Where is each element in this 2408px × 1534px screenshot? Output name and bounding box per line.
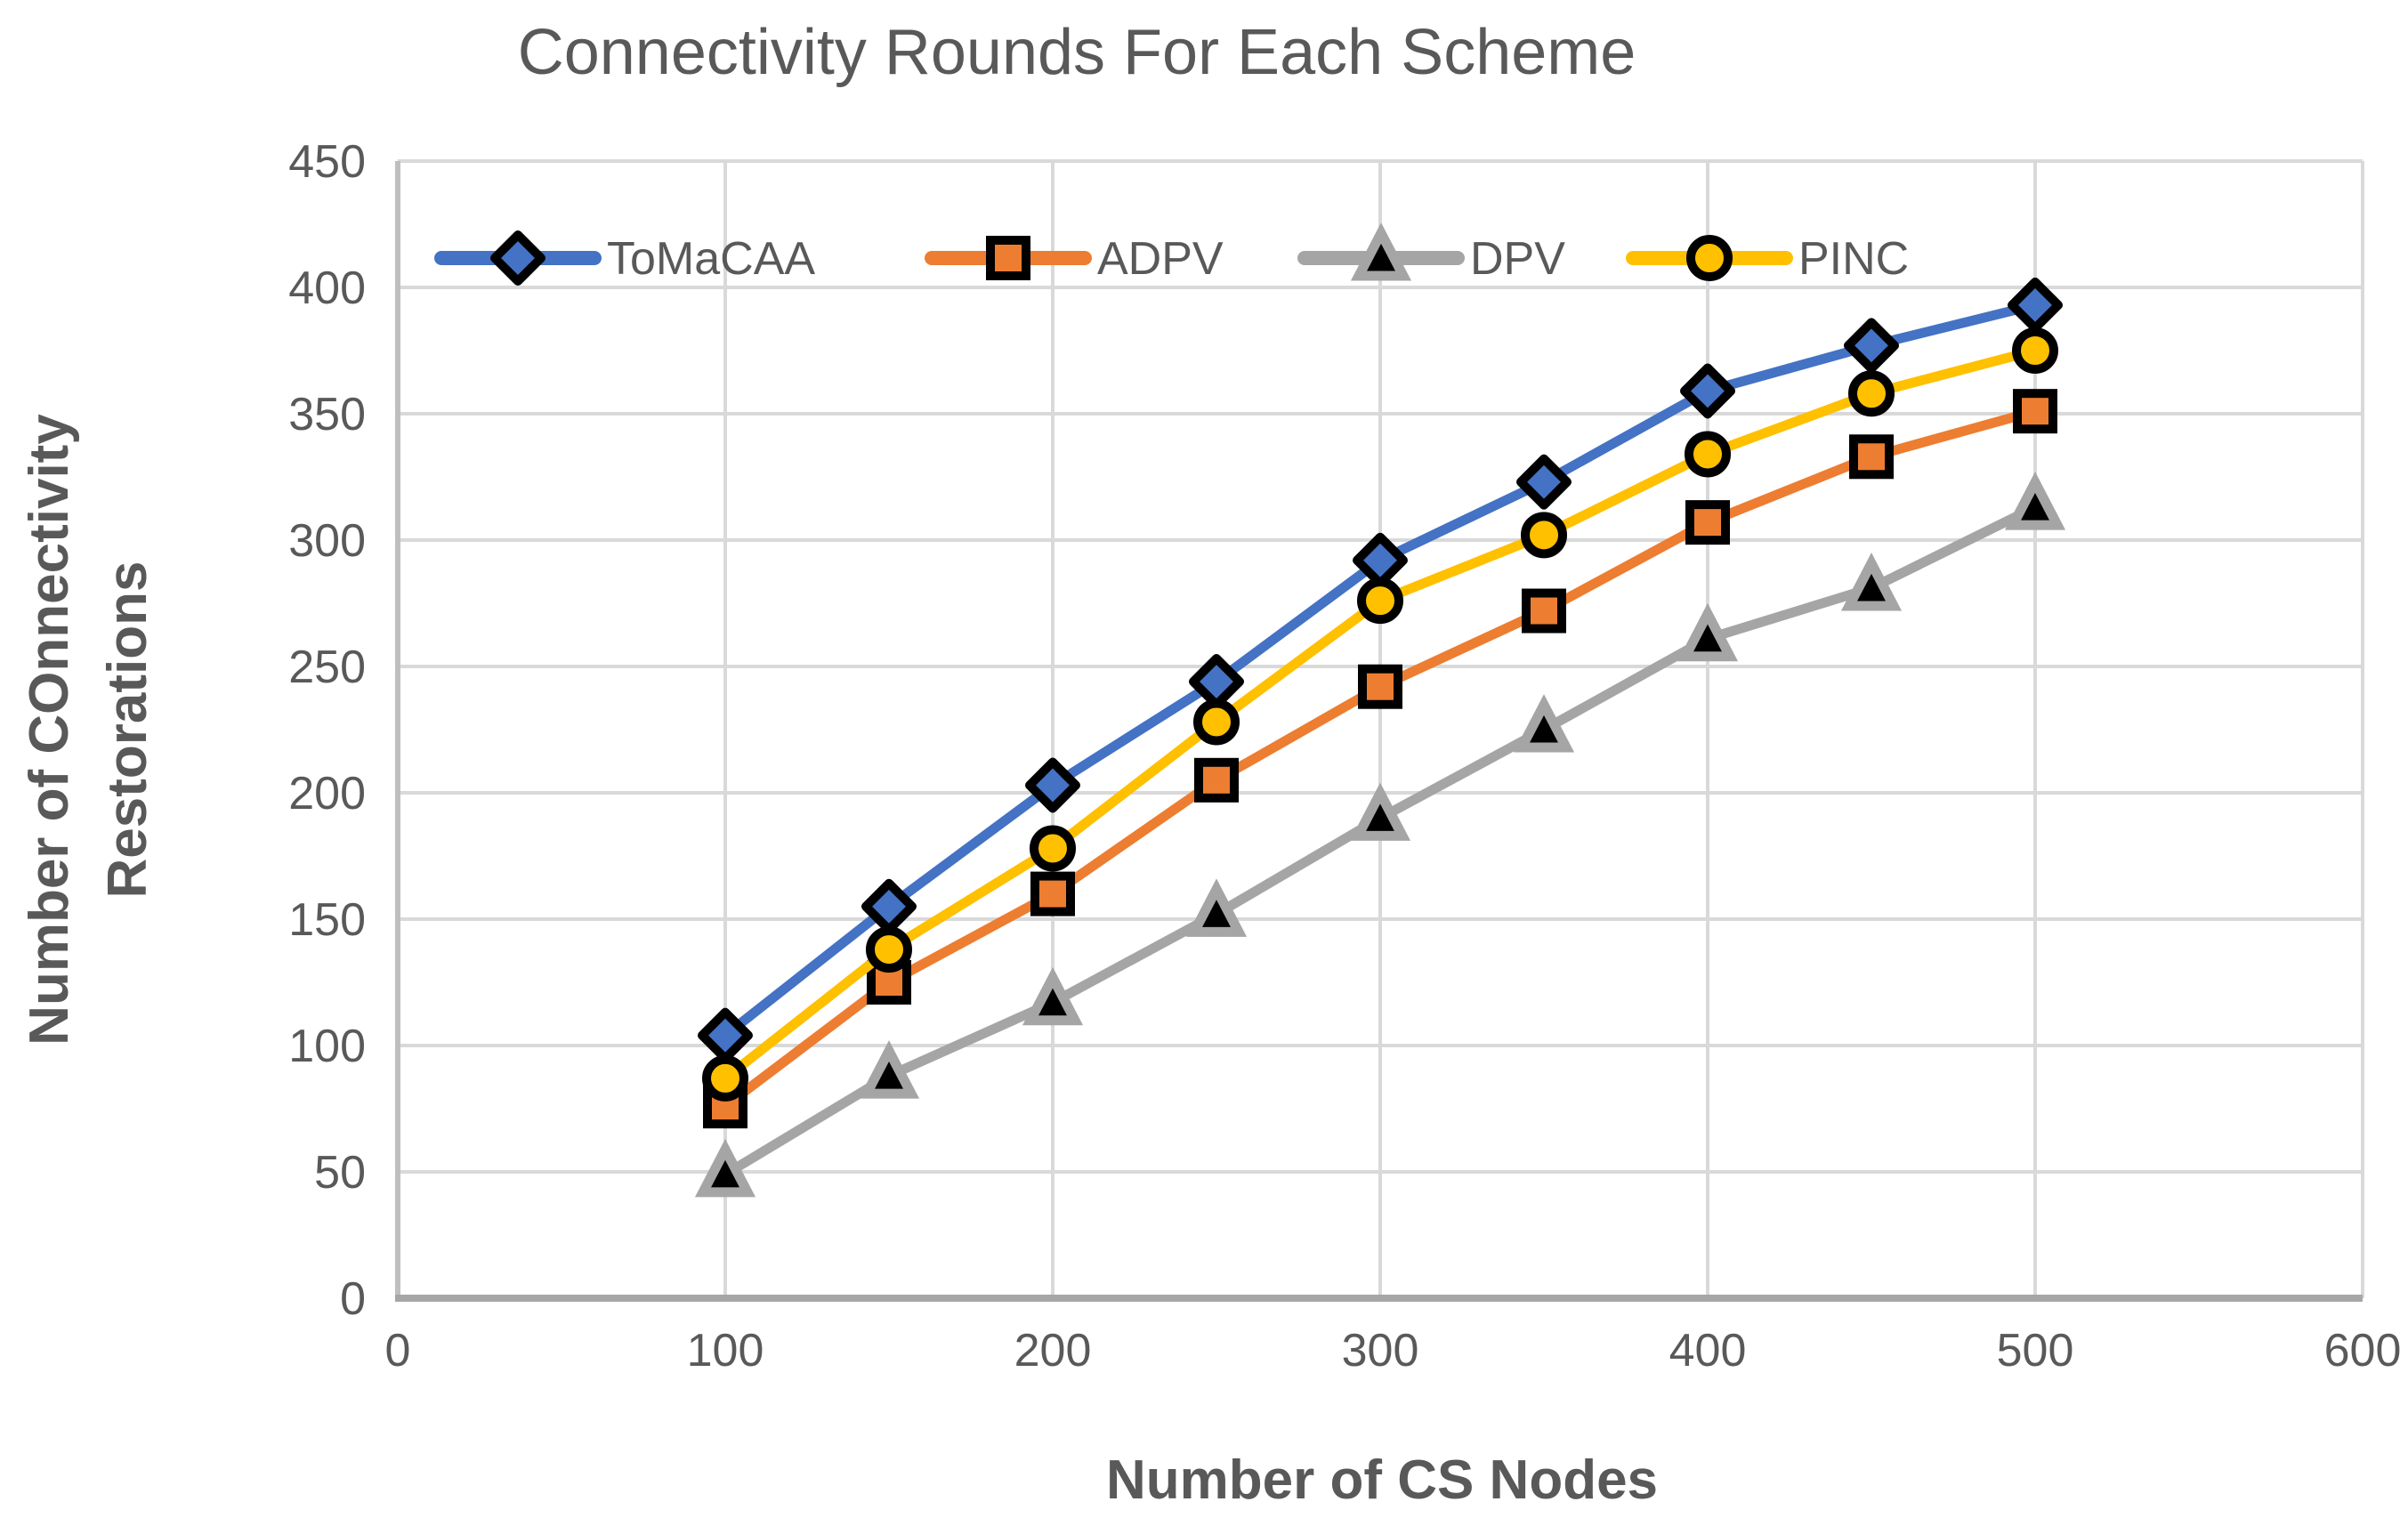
triangle-marker: [1840, 553, 1903, 611]
square-marker: [986, 236, 1030, 280]
x-tick-label: 300: [1342, 1325, 1419, 1377]
square-marker: [1522, 588, 1566, 634]
y-axis-title-line1: Number of COnnectivity: [19, 414, 80, 1046]
legend-label-pinc: PINC: [1798, 233, 1909, 285]
x-tick-label: 0: [385, 1325, 411, 1377]
triangle-marker: [1677, 602, 1739, 662]
y-axis-title: Number of COnnectivity Restorations: [9, 196, 169, 1264]
y-tick-label: 0: [340, 1273, 366, 1325]
circle-marker: [1521, 512, 1567, 559]
diamond-marker: [490, 230, 545, 286]
y-tick-labels: 0 50 100 150 200 250 300 350 400 450: [288, 136, 366, 1325]
triangle-marker: [1513, 694, 1575, 753]
y-tick-label: 100: [288, 1021, 366, 1072]
circle-marker: [1686, 235, 1733, 281]
x-tick-labels: 0 100 200 300 400 500 600: [385, 1325, 2402, 1377]
square-marker: [1194, 757, 1239, 803]
square-marker: [1685, 500, 1730, 545]
diamond-marker: [1844, 318, 1899, 374]
series-dpv: [694, 472, 2066, 1198]
chart-title: Connectivity Rounds For Each Scheme: [517, 17, 1636, 88]
circle-marker: [1193, 698, 1240, 746]
triangle-marker: [1022, 966, 1084, 1026]
legend-label-adpv: ADPV: [1097, 233, 1224, 285]
x-tick-label: 100: [687, 1325, 764, 1377]
triangle-marker: [2004, 472, 2066, 530]
diamond-marker: [1680, 363, 1735, 419]
series-pinc: [702, 327, 2058, 1102]
y-tick-label: 150: [288, 894, 366, 946]
diamond-marker: [1025, 757, 1080, 813]
legend: ToMaCAA ADPV DPV PINC: [434, 222, 1909, 286]
y-tick-label: 50: [314, 1147, 366, 1199]
y-tick-label: 250: [288, 642, 366, 693]
series-tomacaa: [698, 277, 2063, 1063]
legend-label-dpv: DPV: [1470, 233, 1565, 285]
legend-item-tomacaa: ToMaCAA: [434, 230, 815, 286]
diamond-marker: [1516, 454, 1572, 510]
series-markers-tomacaa: [698, 277, 2063, 1063]
series-adpv: [703, 389, 2057, 1129]
circle-marker: [1848, 370, 1895, 417]
triangle-marker: [1349, 782, 1411, 841]
triangle-marker: [1350, 222, 1412, 281]
x-tick-label: 400: [1669, 1325, 1747, 1377]
legend-item-pinc: PINC: [1626, 233, 1909, 285]
legend-item-dpv: DPV: [1297, 222, 1565, 285]
circle-marker: [1030, 825, 1076, 872]
gridlines: [396, 159, 2364, 1300]
square-marker: [1030, 871, 1075, 916]
x-tick-label: 200: [1014, 1325, 1092, 1377]
y-tick-label: 350: [288, 389, 366, 440]
triangle-marker: [858, 1040, 920, 1099]
series-markers-adpv: [703, 389, 2057, 1129]
y-tick-label: 450: [288, 136, 366, 188]
x-tick-label: 600: [2324, 1325, 2402, 1377]
y-tick-label: 400: [288, 262, 366, 314]
circle-marker: [2012, 327, 2058, 374]
square-marker: [1358, 664, 1402, 709]
legend-item-adpv: ADPV: [925, 233, 1224, 285]
circle-marker: [702, 1054, 748, 1102]
circle-marker: [1357, 577, 1403, 625]
circle-marker: [866, 926, 912, 973]
y-axis-title-line2: Restorations: [97, 561, 158, 899]
triangle-marker: [694, 1138, 756, 1198]
circle-marker: [1685, 431, 1731, 478]
legend-label-tomacaa: ToMaCAA: [607, 233, 815, 285]
x-tick-label: 500: [1997, 1325, 2074, 1377]
y-tick-label: 200: [288, 768, 366, 819]
triangle-marker: [1185, 878, 1248, 937]
series-markers-dpv: [694, 472, 2066, 1198]
y-tick-label: 300: [288, 515, 366, 567]
square-marker: [1849, 434, 1894, 480]
series-markers-pinc: [702, 327, 2058, 1102]
x-axis-title: Number of CS Nodes: [1105, 1449, 1659, 1511]
square-marker: [2013, 389, 2057, 434]
